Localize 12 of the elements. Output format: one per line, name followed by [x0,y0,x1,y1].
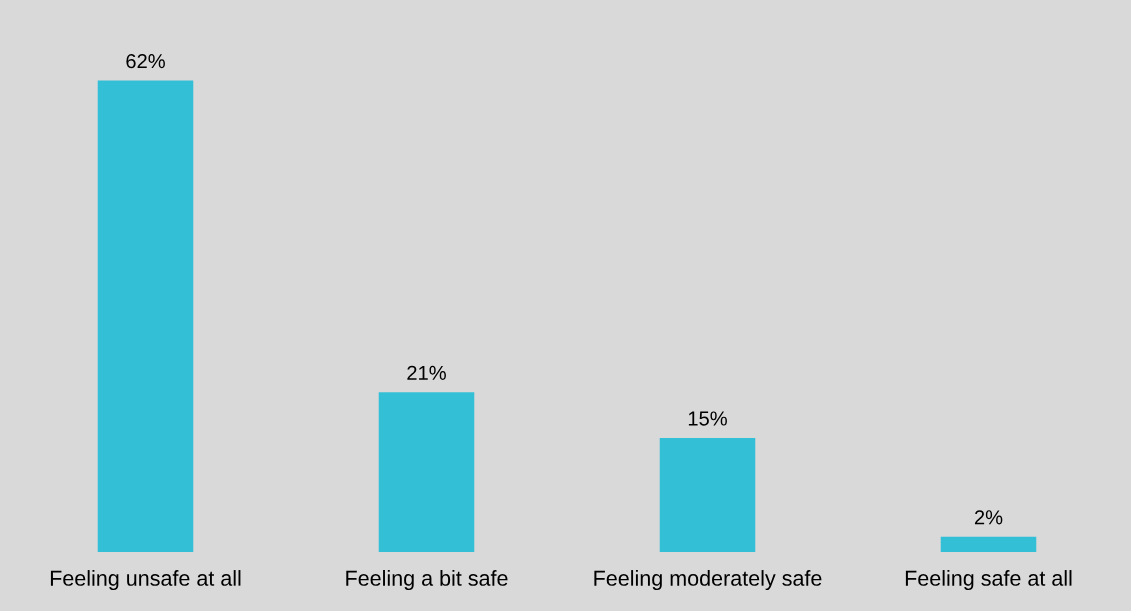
data-label: 2% [974,510,1003,525]
x-tick-label: Feeling safe at all [905,570,1072,591]
x-tick-label: Feeling moderately safe [594,570,822,591]
x-tick-label: Feeling a bit safe [346,570,508,591]
data-label: 15% [688,411,727,426]
data-label: 62% [126,54,165,69]
bar [940,536,1037,552]
bar [378,392,475,552]
bar [97,80,194,552]
bar [659,437,756,552]
data-label: 21% [407,365,446,380]
x-tick-label: Feeling unsafe at all [50,570,241,591]
